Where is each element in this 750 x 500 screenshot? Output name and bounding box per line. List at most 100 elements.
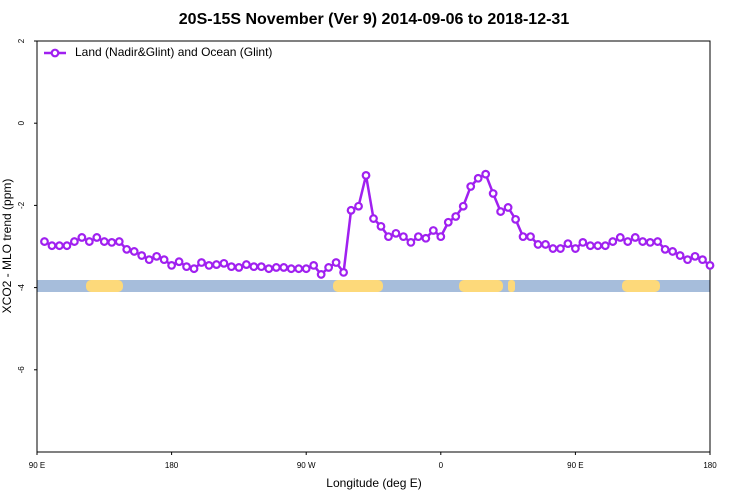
data-point (399, 232, 408, 242)
y-tick-label: 2 (17, 38, 26, 43)
data-point (630, 233, 640, 242)
y-tick-label: -4 (17, 283, 26, 291)
data-point (144, 255, 154, 265)
data-point (122, 244, 132, 254)
data-point (137, 251, 147, 260)
y-tick-label: -6 (17, 366, 26, 374)
data-point (406, 237, 416, 247)
x-tick-label: 0 (439, 461, 444, 470)
data-point (99, 237, 109, 246)
data-point (443, 217, 453, 227)
data-point (324, 263, 334, 272)
data-point (316, 270, 326, 279)
data-point (129, 247, 139, 256)
data-point (346, 205, 356, 215)
x-tick-label: 90 E (29, 461, 45, 470)
data-point (204, 261, 214, 270)
data-point (256, 262, 266, 272)
data-point (62, 241, 72, 251)
y-axis-label: XCO2 - MLO trend (ppm) (0, 179, 14, 314)
data-point (413, 232, 423, 242)
data-point (585, 241, 595, 251)
data-point (331, 258, 341, 267)
x-tick-label: 90 E (567, 461, 583, 470)
data-point (683, 255, 692, 265)
data-point (705, 261, 715, 270)
data-point (503, 203, 513, 212)
data-point (488, 189, 498, 198)
data-point (249, 262, 259, 272)
x-tick-label: 180 (165, 461, 179, 470)
x-tick-label: 180 (703, 461, 717, 470)
data-point (421, 233, 431, 243)
data-point (698, 255, 707, 265)
data-point (638, 237, 648, 246)
data-point (600, 241, 610, 251)
data-point (159, 255, 169, 265)
data-point (653, 237, 663, 246)
data-point (107, 237, 117, 247)
data-point (571, 244, 580, 253)
land-band (622, 280, 660, 292)
data-point (47, 241, 57, 251)
data-point (668, 247, 678, 256)
data-point (518, 232, 528, 242)
data-point (563, 239, 573, 249)
land-band (508, 280, 515, 292)
data-point (660, 244, 670, 254)
legend-label: Land (Nadir&Glint) and Ocean (Glint) (75, 45, 272, 59)
data-point (473, 173, 483, 183)
data-point (481, 169, 491, 179)
data-point (301, 264, 311, 274)
data-point (40, 237, 49, 246)
x-tick-label: 90 W (297, 461, 316, 470)
data-point (369, 214, 378, 223)
data-point (234, 263, 244, 272)
data-point (511, 214, 520, 224)
plot-frame (36, 40, 711, 453)
data-point (533, 240, 543, 249)
data-point (436, 232, 446, 242)
data-point (376, 221, 386, 231)
data-point (227, 262, 236, 272)
data-point (391, 228, 401, 238)
data-point (264, 264, 274, 274)
data-point (294, 264, 304, 274)
data-point (279, 263, 289, 272)
data-point (578, 237, 588, 247)
data-point (309, 261, 319, 270)
data-point (354, 201, 363, 211)
data-point (556, 244, 565, 253)
data-point (645, 237, 655, 247)
land-band (459, 280, 503, 292)
data-point (182, 262, 191, 272)
data-point (339, 267, 348, 277)
data-point (77, 233, 87, 242)
data-point (361, 170, 371, 180)
data-point (212, 260, 221, 269)
data-point (55, 241, 64, 251)
land-band (86, 280, 123, 292)
data-point (219, 258, 229, 268)
legend-marker (50, 48, 60, 58)
data-point (114, 237, 124, 246)
data-point (189, 264, 199, 274)
data-point (167, 261, 177, 270)
data-point (428, 226, 438, 235)
data-point (675, 251, 685, 260)
data-point (84, 237, 94, 246)
data-point (174, 257, 184, 267)
data-point (241, 260, 251, 269)
data-point (69, 237, 79, 246)
data-point (496, 207, 506, 216)
data-point (92, 233, 102, 242)
data-point (541, 240, 550, 249)
land-ocean-mask (37, 280, 710, 292)
data-point (526, 232, 535, 242)
land-band (333, 280, 383, 292)
data-point (286, 264, 296, 274)
x-axis-label: Longitude (deg E) (326, 476, 421, 490)
data-point (197, 258, 206, 267)
data-point (152, 251, 162, 261)
